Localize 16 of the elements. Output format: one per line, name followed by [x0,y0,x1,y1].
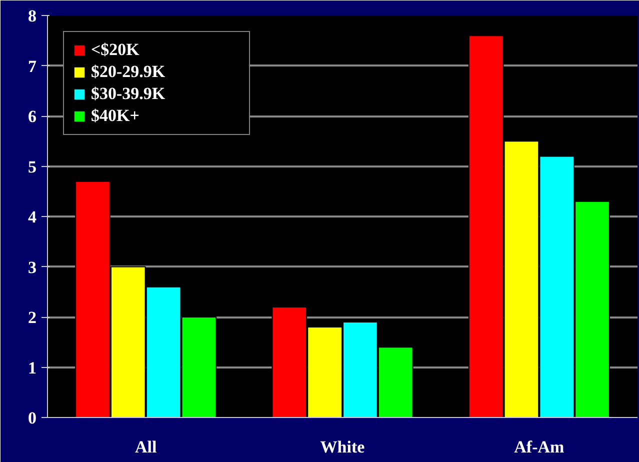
y-tick-label: 1 [28,358,36,378]
legend-label: <$20K [91,40,140,60]
y-tick-label: 8 [28,6,36,26]
y-tick-label: 7 [28,56,37,76]
y-tick-label: 3 [28,258,36,277]
y-tick-label: 0 [28,408,36,428]
legend-label: $30-39.9K [91,84,166,104]
x-tick-label: White [320,438,366,456]
y-tick-label: 2 [28,308,36,327]
y-tick-label: 6 [28,107,36,126]
y-tick-label: 5 [28,157,36,176]
y-tick-label: 4 [28,208,37,226]
x-tick-label: Af-Am [514,438,564,456]
legend-label: $20-29.9K [91,62,166,82]
legend-label: $40K+ [91,106,140,126]
x-tick-label: All [134,438,157,456]
